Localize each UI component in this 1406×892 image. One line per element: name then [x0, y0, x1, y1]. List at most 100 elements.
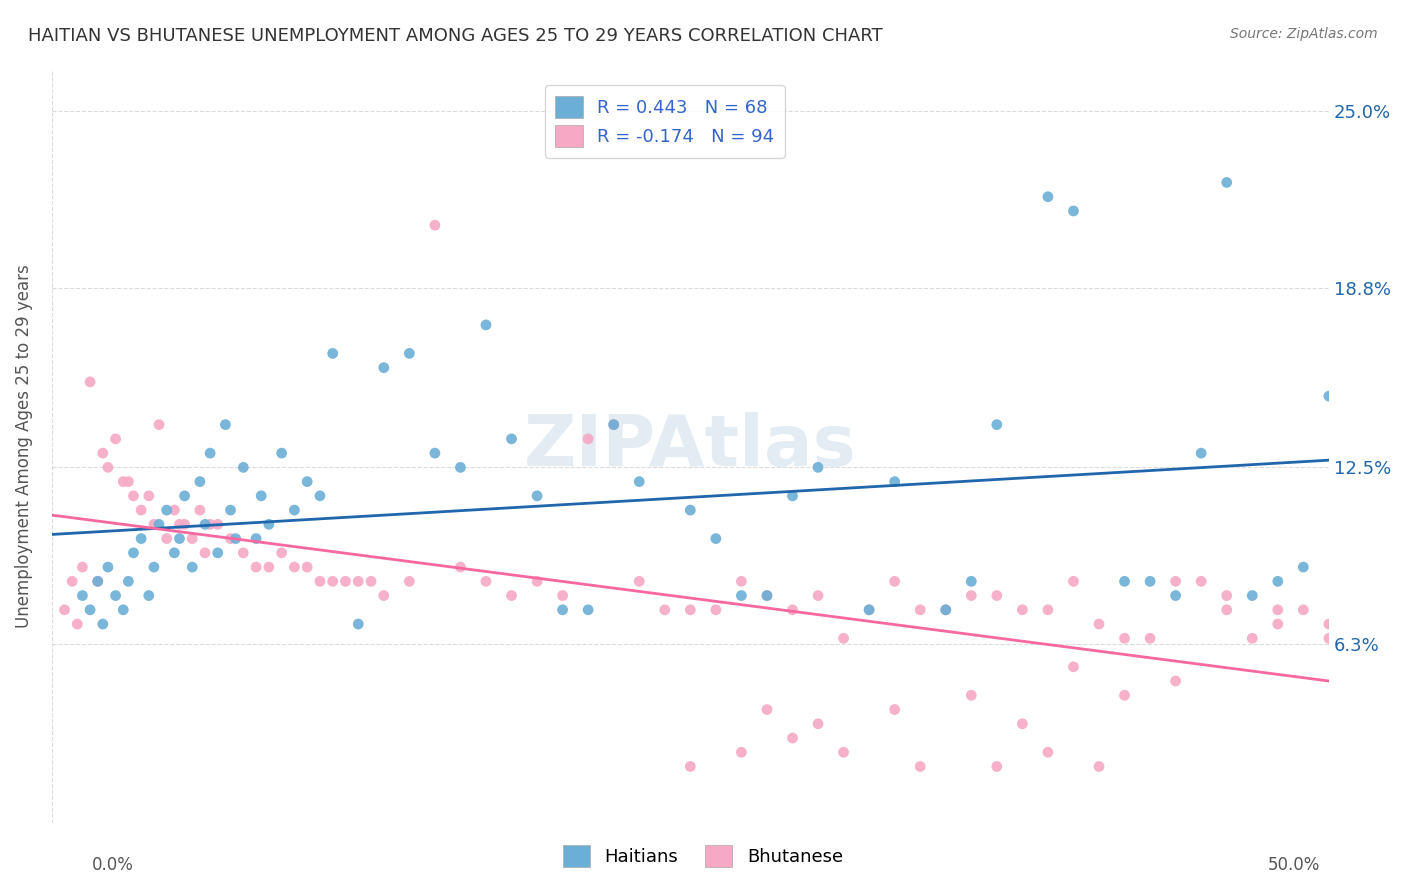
Point [960, 574, 983, 589]
Point [194, 517, 217, 532]
Point [156, 532, 179, 546]
Point [295, 475, 318, 489]
Point [270, 446, 292, 460]
Point [79, 375, 101, 389]
Point [207, 546, 229, 560]
Legend: R = 0.443   N = 68, R = -0.174   N = 94: R = 0.443 N = 68, R = -0.174 N = 94 [544, 85, 785, 158]
Point [169, 517, 191, 532]
Point [1267, 617, 1289, 632]
Point [245, 532, 267, 546]
Point [986, 759, 1008, 773]
Point [782, 603, 804, 617]
Point [1164, 589, 1187, 603]
Point [1317, 617, 1340, 632]
Point [270, 546, 292, 560]
Point [755, 702, 778, 716]
Point [66, 617, 89, 632]
Point [449, 560, 471, 574]
Point [730, 574, 752, 589]
Point [679, 759, 702, 773]
Point [908, 759, 931, 773]
Point [628, 574, 651, 589]
Point [373, 589, 395, 603]
Point [112, 475, 135, 489]
Point [576, 603, 599, 617]
Point [1062, 574, 1084, 589]
Point [1011, 716, 1033, 731]
Point [1215, 176, 1237, 190]
Point [807, 589, 830, 603]
Point [1317, 632, 1340, 646]
Point [1215, 603, 1237, 617]
Point [104, 589, 127, 603]
Point [1114, 688, 1136, 702]
Point [181, 532, 204, 546]
Point [347, 574, 370, 589]
Point [704, 603, 727, 617]
Point [526, 489, 548, 503]
Point [335, 574, 357, 589]
Point [219, 532, 242, 546]
Point [858, 603, 880, 617]
Point [79, 603, 101, 617]
Point [214, 417, 236, 432]
Point [1114, 574, 1136, 589]
Point [1241, 589, 1264, 603]
Point [807, 716, 830, 731]
Point [628, 475, 651, 489]
Point [104, 432, 127, 446]
Point [257, 560, 280, 574]
Point [935, 603, 957, 617]
Point [91, 446, 114, 460]
Point [250, 489, 273, 503]
Point [1114, 632, 1136, 646]
Point [1189, 574, 1212, 589]
Point [163, 546, 186, 560]
Point [1317, 389, 1340, 403]
Point [295, 560, 318, 574]
Text: 0.0%: 0.0% [91, 856, 134, 874]
Point [373, 360, 395, 375]
Point [679, 503, 702, 517]
Point [60, 574, 83, 589]
Point [858, 603, 880, 617]
Point [173, 517, 195, 532]
Point [232, 546, 254, 560]
Point [322, 346, 344, 360]
Point [163, 503, 186, 517]
Point [129, 532, 152, 546]
Point [501, 589, 523, 603]
Point [1292, 603, 1315, 617]
Point [1292, 560, 1315, 574]
Point [309, 489, 332, 503]
Point [1088, 759, 1111, 773]
Point [142, 560, 165, 574]
Point [87, 574, 110, 589]
Point [704, 532, 727, 546]
Point [309, 574, 332, 589]
Point [1267, 574, 1289, 589]
Point [1267, 603, 1289, 617]
Point [526, 574, 548, 589]
Text: ZIPAtlas: ZIPAtlas [524, 411, 856, 481]
Point [475, 318, 498, 332]
Point [730, 745, 752, 759]
Point [1088, 617, 1111, 632]
Point [198, 446, 221, 460]
Point [832, 632, 855, 646]
Point [398, 346, 420, 360]
Point [1241, 632, 1264, 646]
Point [87, 574, 110, 589]
Point [1139, 632, 1161, 646]
Point [449, 460, 471, 475]
Y-axis label: Unemployment Among Ages 25 to 29 years: Unemployment Among Ages 25 to 29 years [15, 264, 32, 628]
Point [117, 574, 139, 589]
Point [679, 603, 702, 617]
Point [423, 218, 446, 232]
Point [322, 574, 344, 589]
Point [97, 560, 120, 574]
Point [1036, 190, 1059, 204]
Point [148, 517, 170, 532]
Point [72, 560, 94, 574]
Point [602, 417, 624, 432]
